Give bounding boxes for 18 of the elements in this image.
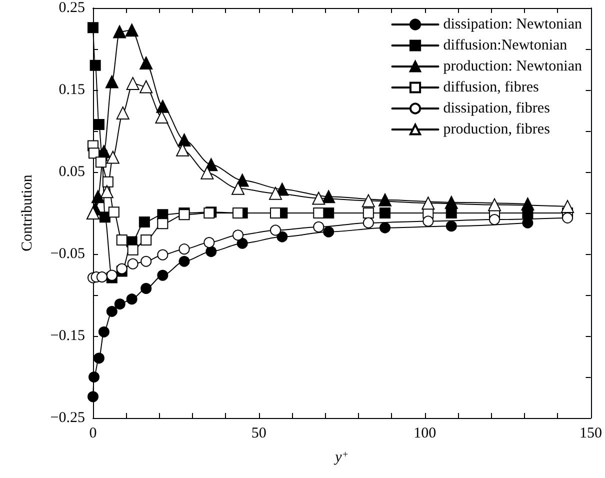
x-tick-label: 50: [251, 426, 266, 442]
x-tick-label: 150: [580, 426, 602, 442]
y-tick-label: 0.25: [58, 0, 85, 16]
x-axis-title: y+: [333, 450, 349, 466]
y-axis-title: Contribution: [20, 174, 36, 252]
y-tick-label: 0.05: [58, 164, 85, 180]
y-tick-label: 0.15: [58, 82, 85, 98]
legend-label: production: Newtonian: [443, 58, 582, 74]
legend-label: dissipation: Newtonian: [443, 16, 582, 32]
y-tick-label: −0.05: [50, 246, 85, 262]
legend-label: production, fibres: [443, 122, 550, 138]
legend-label: diffusion:Newtonian: [443, 38, 568, 54]
x-tick-label: 100: [414, 426, 436, 442]
y-tick-label: −0.25: [50, 410, 85, 426]
legend-label: dissipation, fibres: [443, 100, 550, 116]
x-tick-label: 0: [89, 426, 97, 442]
legend-label: diffusion, fibres: [443, 80, 539, 96]
y-tick-label: −0.15: [50, 328, 85, 344]
